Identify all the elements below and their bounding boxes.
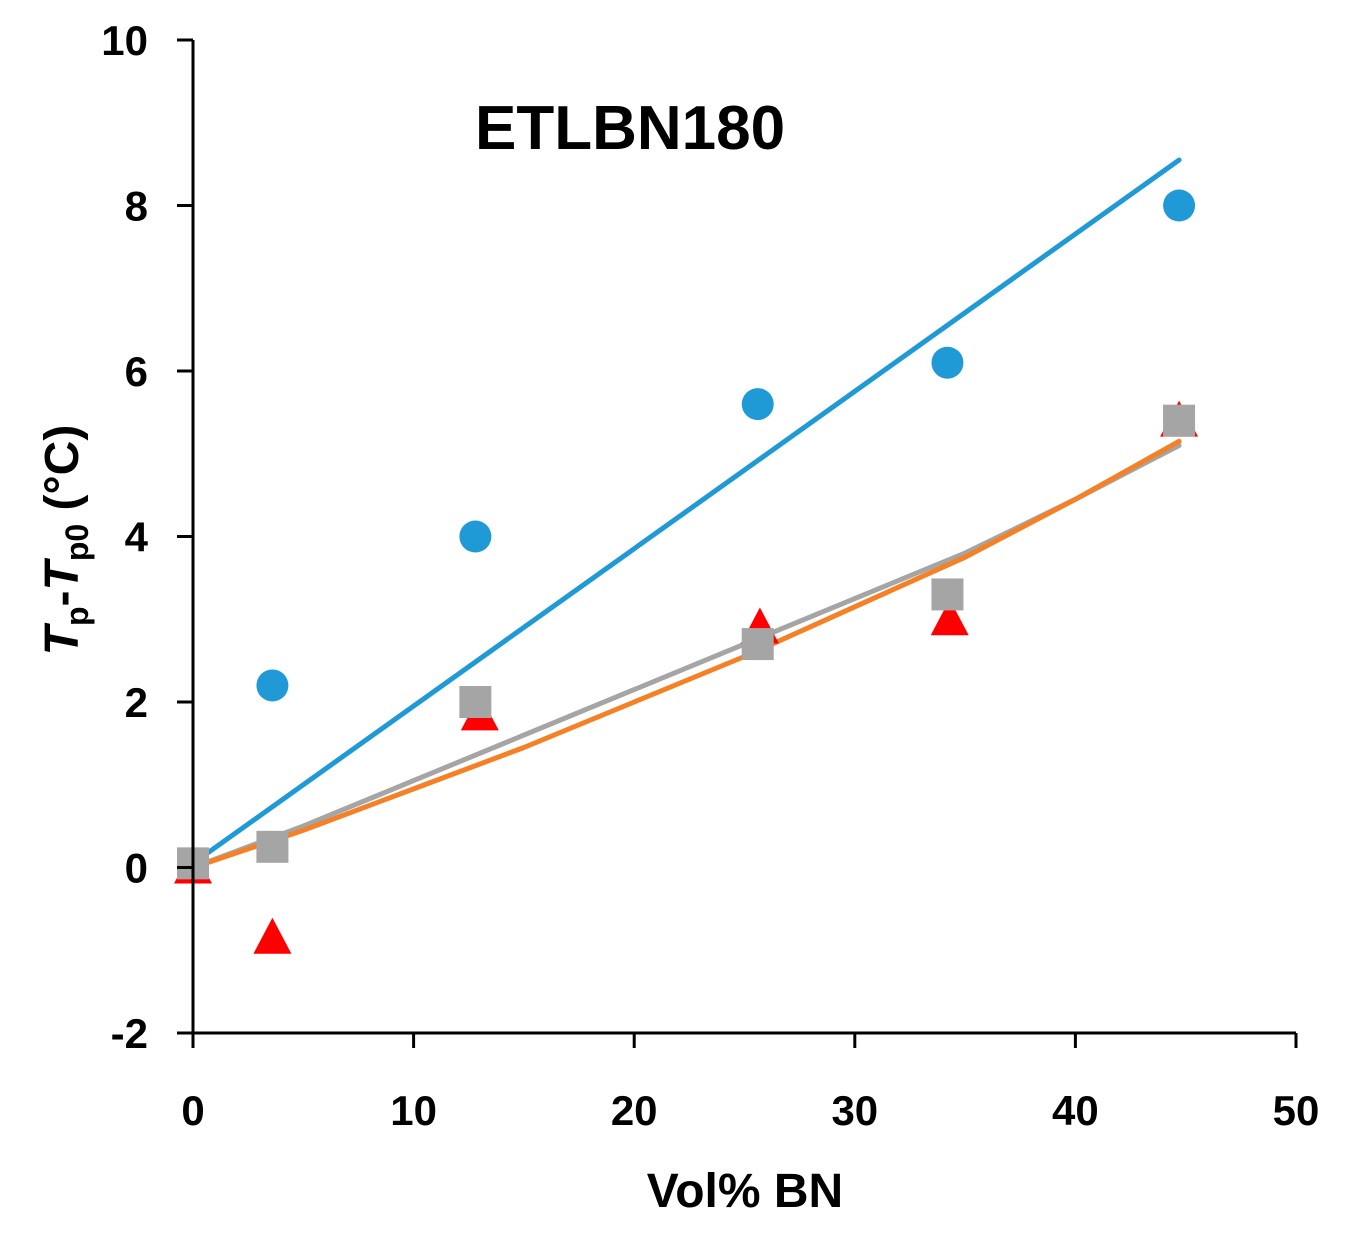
data-point-triangle: [930, 599, 969, 636]
data-point-square: [931, 578, 964, 611]
x-tick-label: 40: [1052, 1087, 1099, 1134]
x-axis-title: Vol% BN: [647, 1165, 843, 1218]
chart-title: ETLBN180: [475, 94, 785, 163]
y-axis-title-dash: -: [36, 590, 89, 606]
x-tick-label: 20: [611, 1087, 658, 1134]
y-axis-title-symbol-2: T: [36, 557, 89, 590]
y-tick-label: 4: [125, 514, 149, 561]
y-tick-label: 0: [125, 845, 148, 892]
x-tick-label: 0: [181, 1087, 204, 1134]
data-point-triangle: [253, 917, 292, 954]
y-tick-label: 10: [101, 17, 148, 64]
data-point-circle: [1163, 189, 1196, 222]
y-axis-title-symbol-1: T: [36, 622, 89, 655]
data-point-square: [256, 830, 289, 863]
x-tick-label: 10: [390, 1087, 437, 1134]
data-point-square: [741, 628, 774, 661]
y-tick-label: 2: [125, 679, 148, 726]
y-axis-title-subscript-2: p0: [59, 524, 95, 561]
data-point-circle: [741, 388, 774, 421]
data-point-square: [459, 686, 492, 718]
data-point-circle: [931, 346, 964, 379]
fit-lines: [190, 157, 1182, 870]
y-tick-label: -2: [111, 1010, 148, 1057]
orange-fit: [190, 438, 1182, 870]
x-tick-label: 30: [831, 1087, 878, 1134]
data-point-circle: [459, 520, 492, 553]
y-tick-label: 8: [125, 183, 148, 230]
y-axis-title-subscript-1: p: [59, 606, 95, 626]
blue-linear-fit: [190, 157, 1182, 866]
y-axis-title: Tp-Tp0 (°C): [36, 425, 95, 656]
data-point-square: [1163, 404, 1196, 437]
y-tick-label: 6: [125, 348, 148, 395]
data-point-circle: [256, 669, 289, 702]
y-axis-title-unit: (°C): [36, 425, 89, 524]
data-points: [174, 189, 1199, 954]
x-tick-label: 50: [1273, 1087, 1320, 1134]
axes: -2 0 2 4 6 8 10 0 10 20 30 40 50: [101, 17, 1319, 1134]
